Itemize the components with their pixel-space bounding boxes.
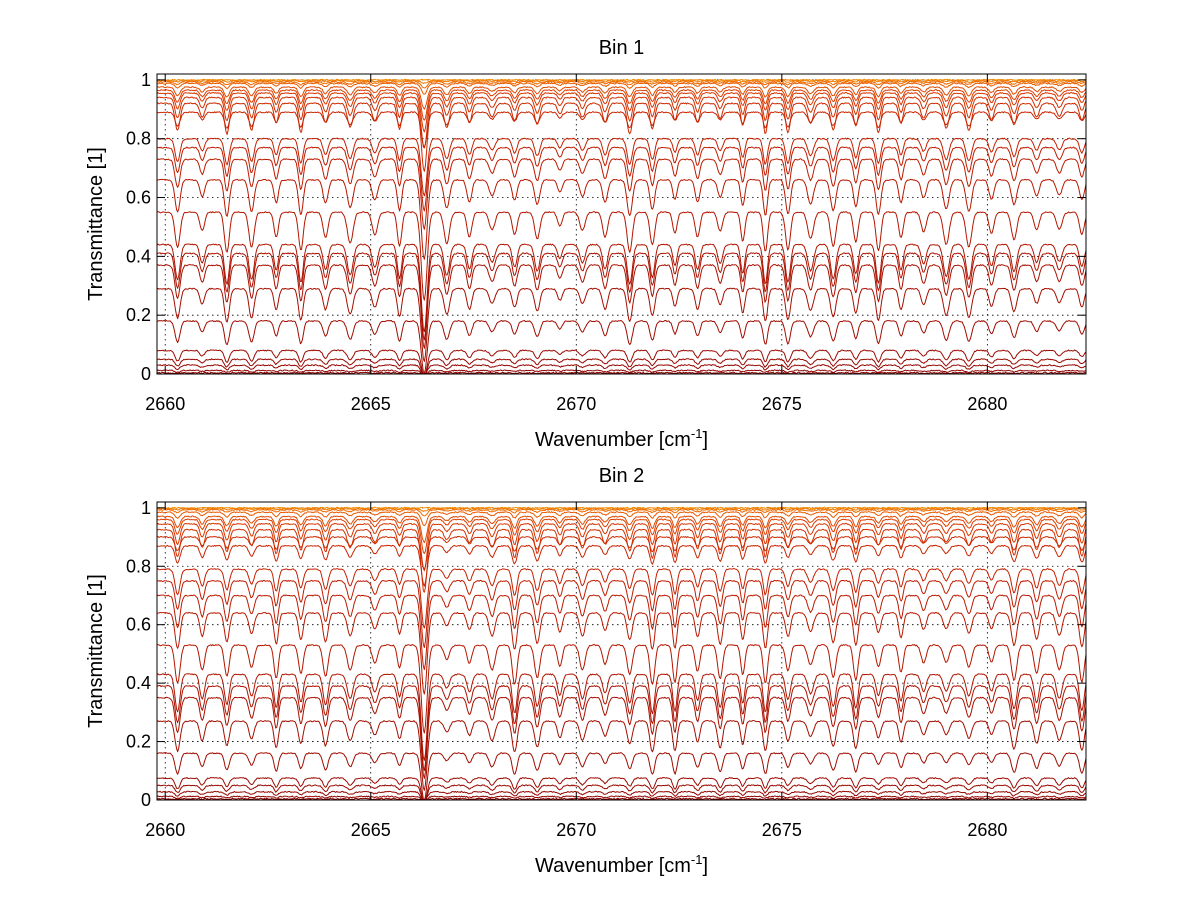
series-line-22: [156, 358, 1087, 375]
x-tick-label: 2680: [967, 820, 1007, 840]
series-line-14: [156, 611, 1087, 695]
y-tick-label: 0: [141, 790, 151, 810]
series-line-25: [156, 371, 1087, 375]
series-line-12: [156, 579, 1087, 649]
series-line-6: [156, 89, 1087, 121]
series-line-13: [156, 594, 1087, 671]
series-line-16: [156, 673, 1087, 761]
series-group-bin-1: [156, 78, 1087, 375]
y-tick-label: 0.2: [126, 732, 151, 752]
series-line-3: [156, 508, 1087, 517]
series-line-14: [156, 178, 1087, 260]
ticks-bin-2: 2660 2665 2670 2675 2680 0 0.2 0.4 0.6 0.8 1: [126, 498, 1086, 840]
panel-bin-2: 2660 2665 2670 2675 2680 0 0.2 0.4 0.6 0.8 1 Bin 2…: [85, 465, 1087, 877]
series-line-7: [156, 522, 1087, 572]
series-line-2: [156, 507, 1087, 512]
series-line-15: [156, 644, 1087, 734]
series-line-18: [156, 696, 1087, 779]
series-group-bin-2: [156, 506, 1087, 801]
y-tick-label: 0.2: [126, 305, 151, 325]
series-line-5: [156, 515, 1087, 544]
x-axis-label-text: Wavenumber [cm: [535, 855, 691, 877]
series-line-25: [156, 797, 1087, 801]
x-axis-label-superscript: -1: [691, 426, 703, 441]
series-line-13: [156, 158, 1087, 230]
x-axis-label-close: ]: [702, 429, 708, 451]
series-line-11: [156, 137, 1087, 197]
x-tick-label: 2660: [145, 394, 185, 414]
y-tick-label: 0.4: [126, 246, 151, 266]
x-axis-label-close: ]: [702, 855, 708, 877]
series-line-4: [156, 511, 1087, 526]
series-line-8: [156, 528, 1087, 593]
series-line-1: [156, 506, 1087, 509]
series-line-15: [156, 211, 1087, 301]
series-line-2: [156, 79, 1087, 84]
ticks-bin-1: 2660 2665 2670 2675 2680 0 0.2 0.4 0.6 0.8 1: [126, 70, 1086, 414]
y-axis-label-bin-1: Transmittance [1]: [85, 147, 107, 301]
series-line-21: [156, 349, 1087, 375]
x-tick-label: 2660: [145, 820, 185, 840]
x-tick-label: 2665: [351, 394, 391, 414]
series-line-24: [156, 369, 1087, 375]
y-tick-label: 0.6: [126, 615, 151, 635]
series-line-6: [156, 518, 1087, 554]
series-line-9: [156, 535, 1087, 570]
panel-bin-1: 2660 2665 2670 2675 2680 0 0.2 0.4 0.6 0.8 1 Bin 1…: [85, 37, 1087, 451]
y-tick-label: 0.8: [126, 556, 151, 576]
x-tick-label: 2670: [556, 820, 596, 840]
series-line-22: [156, 784, 1087, 801]
series-line-5: [156, 86, 1087, 110]
y-tick-label: 0.8: [126, 129, 151, 149]
series-line-3: [156, 80, 1087, 89]
series-line-17: [156, 684, 1087, 772]
y-tick-label: 1: [141, 70, 151, 90]
series-line-16: [156, 243, 1087, 333]
series-line-9: [156, 102, 1087, 172]
x-tick-label: 2680: [967, 394, 1007, 414]
series-line-17: [156, 252, 1087, 341]
series-line-24: [156, 795, 1087, 801]
chart-title-bin-1: Bin 1: [599, 37, 645, 59]
series-line-21: [156, 777, 1087, 801]
x-axis-label-superscript: -1: [691, 852, 703, 867]
series-line-10: [156, 111, 1087, 148]
y-axis-label-bin-2: Transmittance [1]: [85, 574, 107, 728]
series-line-8: [156, 96, 1087, 149]
series-line-23: [156, 364, 1087, 375]
axes-frame-bin-1: [156, 73, 1087, 375]
series-line-20: [156, 319, 1087, 374]
series-line-20: [156, 752, 1087, 801]
x-axis-label-bin-1: Wavenumber [cm-1]: [535, 426, 708, 451]
series-line-10: [156, 544, 1087, 587]
x-tick-label: 2675: [762, 820, 802, 840]
x-tick-label: 2675: [762, 394, 802, 414]
series-line-18: [156, 264, 1087, 349]
series-line-19: [156, 720, 1087, 791]
chart-title-bin-2: Bin 2: [599, 465, 645, 487]
series-line-12: [156, 146, 1087, 212]
x-tick-label: 2670: [556, 394, 596, 414]
series-line-1: [156, 78, 1087, 81]
y-tick-label: 0.4: [126, 673, 151, 693]
grid-bin-1: [157, 74, 1086, 375]
y-tick-label: 1: [141, 498, 151, 518]
series-line-19: [156, 287, 1087, 362]
series-line-23: [156, 790, 1087, 801]
series-line-4: [156, 82, 1087, 95]
x-tick-label: 2665: [351, 820, 391, 840]
y-tick-label: 0.6: [126, 188, 151, 208]
series-line-7: [156, 92, 1087, 133]
y-tick-label: 0: [141, 364, 151, 384]
series-line-11: [156, 568, 1087, 629]
x-axis-label-bin-2: Wavenumber [cm-1]: [535, 852, 708, 877]
x-axis-label-text: Wavenumber [cm: [535, 429, 691, 451]
axes-frame-bin-2: [156, 501, 1087, 801]
